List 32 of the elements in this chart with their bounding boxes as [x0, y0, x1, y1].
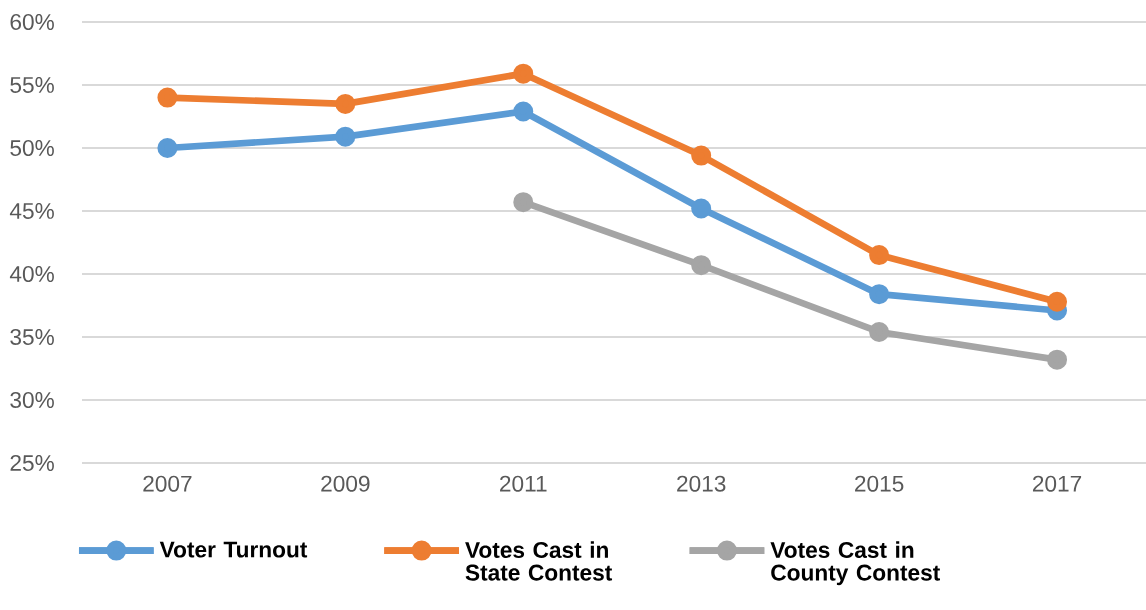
- y-tick-label: 25%: [10, 454, 54, 472]
- point: [335, 126, 356, 147]
- y-tick-label: 60%: [10, 13, 54, 31]
- x-tick-label: 2015: [855, 475, 904, 492]
- point: [1047, 291, 1068, 312]
- x-tick-label: 2009: [321, 475, 370, 492]
- point: [869, 284, 890, 305]
- point: [157, 137, 178, 158]
- y-tick-label: 55%: [10, 77, 54, 93]
- x-tick-label: 2007: [143, 475, 192, 492]
- x-tick-label: 2011: [500, 475, 547, 492]
- x-tick-label: 2013: [677, 475, 726, 492]
- y-tick-label: 35%: [10, 328, 54, 346]
- x-tick-label: 2017: [1032, 475, 1082, 492]
- point: [157, 87, 178, 108]
- y-tick-label: 50%: [10, 139, 54, 157]
- point: [691, 198, 712, 219]
- point: [513, 63, 534, 84]
- point: [691, 145, 712, 166]
- legend-label: Voter Turnout: [159, 541, 308, 558]
- point: [513, 192, 534, 213]
- point: [691, 255, 712, 276]
- y-tick-label: 40%: [9, 265, 54, 283]
- point: [869, 245, 890, 266]
- legend-label: Votes Cast in County Contest: [770, 541, 940, 586]
- point: [335, 93, 356, 114]
- point: [513, 101, 534, 122]
- point: [1047, 349, 1068, 370]
- y-tick-label: 30%: [10, 391, 54, 409]
- y-tick-label: 45%: [9, 203, 54, 219]
- point: [869, 321, 890, 342]
- legend-label: Votes Cast in State Contest: [465, 541, 613, 581]
